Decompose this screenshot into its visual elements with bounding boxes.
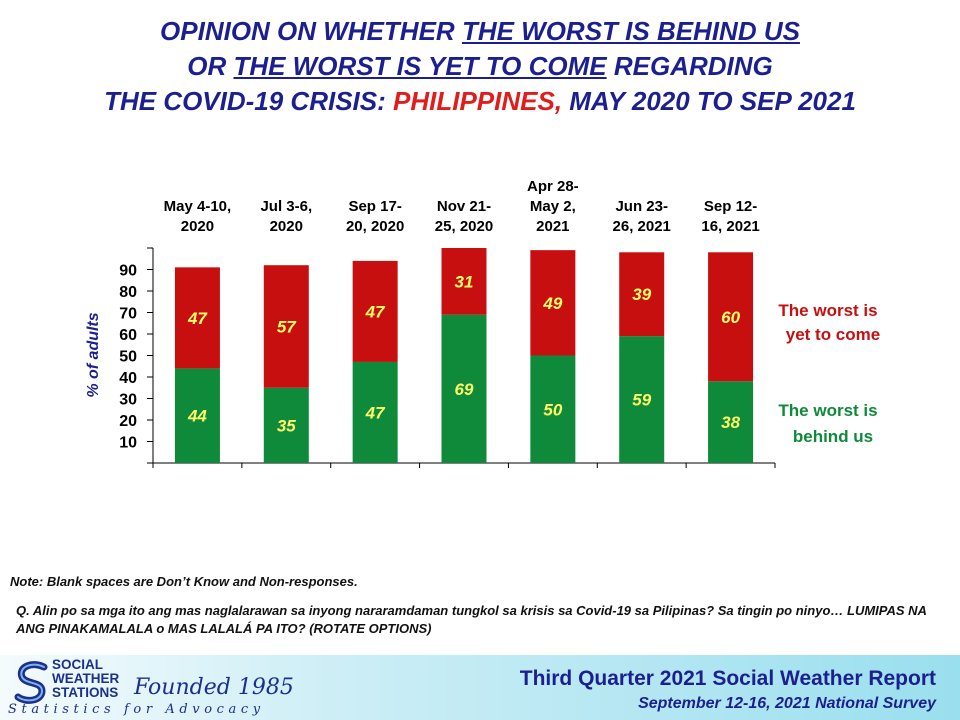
y-tick-label: 30 <box>119 392 137 409</box>
data-label-behind: 50 <box>543 400 562 419</box>
bar-segment-behind <box>352 361 398 463</box>
title-text: REGARDING <box>606 51 773 81</box>
title-line-2: OR THE WORST IS YET TO COME REGARDING <box>0 49 960 84</box>
category-label: 25, 2020 <box>435 218 493 235</box>
data-label-yet: 47 <box>187 309 208 328</box>
bar-segment-behind <box>263 387 309 463</box>
category-label: 2020 <box>181 218 214 235</box>
category-label: Jun 23- <box>615 198 668 215</box>
legend-behind-us: behind us <box>793 427 873 446</box>
logo-line: STATIONS <box>52 685 119 700</box>
survey-date: September 12-16, 2021 National Survey <box>638 695 936 712</box>
title-line-1: OPINION ON WHETHER THE WORST IS BEHIND U… <box>0 14 960 49</box>
category-label: May 4-10, <box>164 198 232 215</box>
category-label: Apr 28- <box>527 178 579 195</box>
title-text: THE COVID-19 CRISIS: <box>104 86 393 116</box>
founded-text: Founded 1985 <box>134 675 294 700</box>
y-tick-label: 80 <box>119 284 137 301</box>
category-label: Nov 21- <box>437 198 491 215</box>
y-tick-label: 90 <box>119 263 137 280</box>
bar-segment-yet <box>619 252 665 337</box>
data-label-yet: 31 <box>455 272 474 291</box>
category-label: 26, 2021 <box>613 218 671 235</box>
category-label: Sep 12- <box>704 198 757 215</box>
y-tick-label: 10 <box>119 435 137 452</box>
data-label-yet: 39 <box>632 285 651 304</box>
category-label: Sep 17- <box>348 198 401 215</box>
logo-line: WEATHER <box>52 671 120 686</box>
bar-segment-behind <box>530 355 576 463</box>
data-label-yet: 57 <box>277 317 297 336</box>
survey-question: Q. Alin po sa mga ito ang mas naglalaraw… <box>16 603 927 636</box>
data-label-behind: 38 <box>721 413 740 432</box>
category-label: 2021 <box>536 218 569 235</box>
bar-segment-yet <box>263 265 309 388</box>
legend-behind-us: The worst is <box>778 401 877 420</box>
category-label: 2020 <box>270 218 303 235</box>
category-label: Jul 3-6, <box>260 198 312 215</box>
bar-segment-behind <box>619 336 665 463</box>
data-label-yet: 60 <box>721 308 740 327</box>
y-tick-label: 20 <box>119 413 137 430</box>
title-line-3: THE COVID-19 CRISIS: PHILIPPINES, MAY 20… <box>0 84 960 119</box>
title-option-yet: THE WORST IS YET TO COME <box>233 51 607 81</box>
logo-wordmark: SOCIAL WEATHER STATIONS <box>52 658 119 700</box>
legend-yet-to-come: The worst is <box>778 301 877 320</box>
y-tick-label: 40 <box>119 370 137 387</box>
category-label: May 2, <box>530 198 576 215</box>
report-title: Third Quarter 2021 Social Weather Report <box>519 667 936 690</box>
title-text: MAY 2020 TO SEP 2021 <box>562 86 856 116</box>
tagline: Statistics for Advocacy <box>8 702 265 717</box>
data-label-yet: 49 <box>542 294 562 313</box>
y-tick-label: 70 <box>119 306 137 323</box>
bar-segment-yet <box>530 250 576 356</box>
logo-line: SOCIAL <box>52 657 104 672</box>
bar-segment-yet <box>708 252 754 382</box>
bar-segment-yet <box>174 267 220 369</box>
data-label-behind: 35 <box>277 416 296 435</box>
stacked-bar-chart: 10 20 30 40 50 60 70 80 90 % of adults 44 47 May 4-1… <box>85 178 880 468</box>
data-label-behind: 59 <box>632 391 651 410</box>
legend-yet-to-come: yet to come <box>786 325 880 344</box>
category-label: 20, 2020 <box>346 218 404 235</box>
title-text: OPINION ON WHETHER <box>160 16 462 46</box>
title-text: OR <box>187 51 234 81</box>
bar-segment-yet <box>441 248 487 315</box>
data-label-behind: 47 <box>365 403 386 422</box>
title-country: PHILIPPINES, <box>393 86 563 116</box>
bar-segment-behind <box>174 368 220 463</box>
bar-segment-behind <box>708 381 754 463</box>
y-tick-label: 60 <box>119 327 137 344</box>
data-label-behind: 44 <box>187 407 207 426</box>
y-axis-label: % of adults <box>85 312 102 397</box>
category-label: 16, 2021 <box>701 218 759 235</box>
note-text: Note: Blank spaces are Don’t Know and No… <box>10 574 358 589</box>
data-label-behind: 69 <box>455 380 474 399</box>
chart-title: OPINION ON WHETHER THE WORST IS BEHIND U… <box>0 14 960 119</box>
bar-segment-behind <box>441 314 487 463</box>
data-label-yet: 47 <box>365 302 386 321</box>
y-tick-label: 50 <box>119 349 137 366</box>
bar-segment-yet <box>352 260 398 362</box>
title-option-behind: THE WORST IS BEHIND US <box>461 16 800 46</box>
sws-logo-icon <box>14 661 48 704</box>
footer-banner: SOCIAL WEATHER STATIONS Founded 1985 Sta… <box>0 655 960 720</box>
